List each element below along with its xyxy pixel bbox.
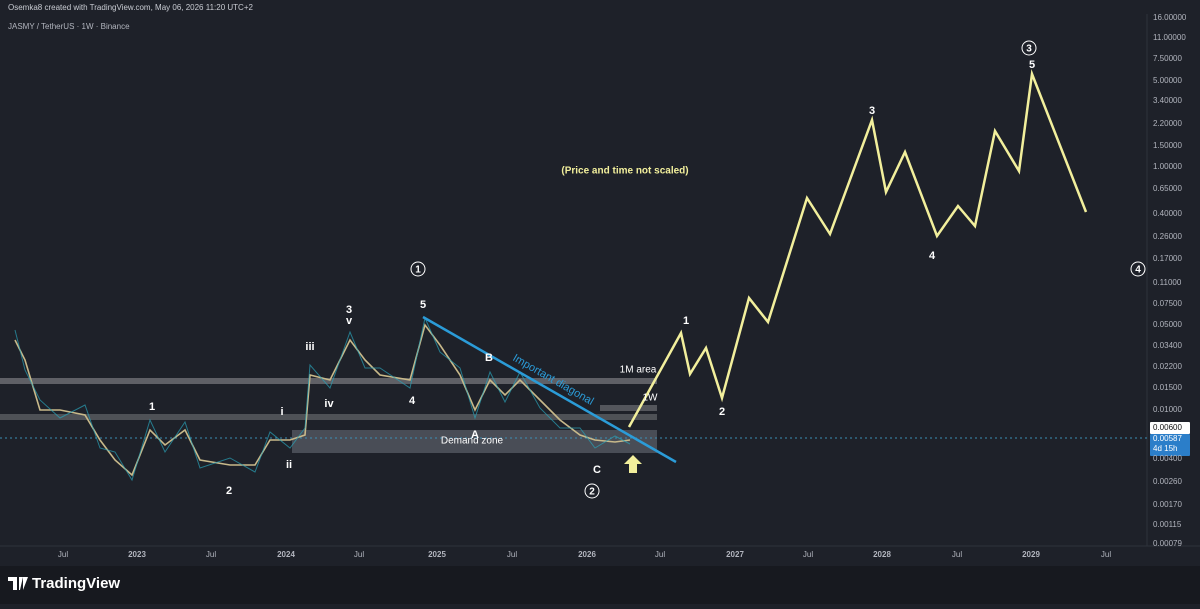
wave-label: C <box>593 464 601 476</box>
last-price-box <box>1150 434 1190 456</box>
price-tick-label: 11.00000 <box>1153 33 1186 42</box>
week-zone <box>600 405 657 411</box>
price-history <box>14 323 631 477</box>
wave-label: iv <box>324 398 334 410</box>
time-tick-label: Jul <box>1101 550 1111 559</box>
price-tick-label: 0.40000 <box>1153 209 1182 218</box>
price-tick-label: 2.20000 <box>1153 119 1182 128</box>
wave-label: 4 <box>409 395 416 407</box>
wave-label: 2 <box>226 485 232 497</box>
wave-label: A <box>471 429 479 441</box>
marked-level: 0.00600 <box>1153 423 1182 432</box>
wave-circle <box>1021 40 1037 56</box>
wave-label: 1 <box>415 265 421 276</box>
time-tick-label: Jul <box>655 550 665 559</box>
month-area-label: 1M area <box>620 365 657 376</box>
time-tick-label: Jul <box>803 550 813 559</box>
price-tick-label: 0.11000 <box>1153 278 1182 287</box>
price-tick-label: 0.00115 <box>1153 520 1182 529</box>
brand-logo <box>8 577 28 590</box>
wave-label: 2 <box>719 406 725 418</box>
price-tick-label: 0.00260 <box>1153 477 1182 486</box>
time-tick-label: Jul <box>354 550 364 559</box>
price-tick-label: 0.01500 <box>1153 383 1182 392</box>
price-tick-label: 0.03400 <box>1153 341 1182 350</box>
price-tick-label: 0.00400 <box>1153 454 1182 463</box>
wave-label: 5 <box>420 299 426 311</box>
time-tick-label: 2025 <box>428 550 446 559</box>
marked-level-box <box>1150 422 1190 434</box>
time-tick-label: Jul <box>58 550 68 559</box>
price-tick-label: 0.02200 <box>1153 362 1182 371</box>
demand-zone-label: Demand zone <box>441 436 504 447</box>
price-tick-label: 0.17000 <box>1153 254 1182 263</box>
price-history-wicks <box>14 316 631 482</box>
diagonal-line <box>422 315 677 464</box>
price-tick-label: 0.00079 <box>1153 539 1182 548</box>
time-tick-label: 2029 <box>1022 550 1040 559</box>
price-tick-label: 7.50000 <box>1153 54 1182 63</box>
wave-circle <box>1130 261 1146 277</box>
countdown: 4d 15h <box>1153 444 1177 453</box>
price-tick-label: 1.50000 <box>1153 141 1182 150</box>
wave-label: ii <box>286 459 292 471</box>
wave-label: 4 <box>929 250 936 262</box>
note: (Price and time not scaled) <box>561 166 688 177</box>
price-tick-label: 0.07500 <box>1153 299 1182 308</box>
time-tick-label: Jul <box>507 550 517 559</box>
last-price: 0.00587 <box>1153 434 1182 443</box>
time-tick-label: 2023 <box>128 550 146 559</box>
month-zone <box>0 378 657 384</box>
price-tick-label: 0.65000 <box>1153 184 1182 193</box>
wave-label: B <box>485 352 493 364</box>
footer-bar <box>0 566 1200 604</box>
week-area-label: 1W <box>643 393 659 404</box>
wave-label: v <box>346 315 353 327</box>
zone-band <box>0 414 657 420</box>
time-tick-label: Jul <box>206 550 216 559</box>
price-tick-label: 0.05000 <box>1153 320 1182 329</box>
wave-circle <box>584 483 600 499</box>
wave-label: 3 <box>346 304 352 316</box>
wave-label: 1 <box>149 401 155 413</box>
time-tick-label: 2027 <box>726 550 744 559</box>
wave-label: 3 <box>869 105 875 117</box>
time-tick-label: 2028 <box>873 550 891 559</box>
price-tick-label: 0.00170 <box>1153 500 1182 509</box>
wave-label: 1 <box>683 315 689 327</box>
price-tick-label: 1.00000 <box>1153 162 1182 171</box>
wave-label: i <box>280 406 283 418</box>
brand: TradingView <box>32 575 120 592</box>
price-tick-label: 0.26000 <box>1153 232 1182 241</box>
time-tick-label: 2024 <box>277 550 295 559</box>
wave-label: 5 <box>1029 59 1035 71</box>
price-tick-label: 16.00000 <box>1153 13 1187 22</box>
arrow-up <box>624 455 642 473</box>
demand-zone <box>292 430 657 453</box>
wave-label: iii <box>305 341 314 353</box>
price-tick-label: 0.01000 <box>1153 405 1182 414</box>
price-tick-label: 5.00000 <box>1153 76 1182 85</box>
wave-label: 2 <box>589 487 595 498</box>
wave-label: 3 <box>1026 44 1032 55</box>
price-tick-label: 3.40000 <box>1153 96 1182 105</box>
wave-label: 4 <box>1135 265 1141 276</box>
symbol: JASMY / TetherUS · 1W · Binance <box>8 22 130 31</box>
projection-path <box>627 69 1088 428</box>
time-tick-label: 2026 <box>578 550 596 559</box>
wave-circle <box>410 261 426 277</box>
time-tick-label: Jul <box>952 550 962 559</box>
author-line: Osemka8 created with TradingView.com, Ma… <box>8 3 253 12</box>
